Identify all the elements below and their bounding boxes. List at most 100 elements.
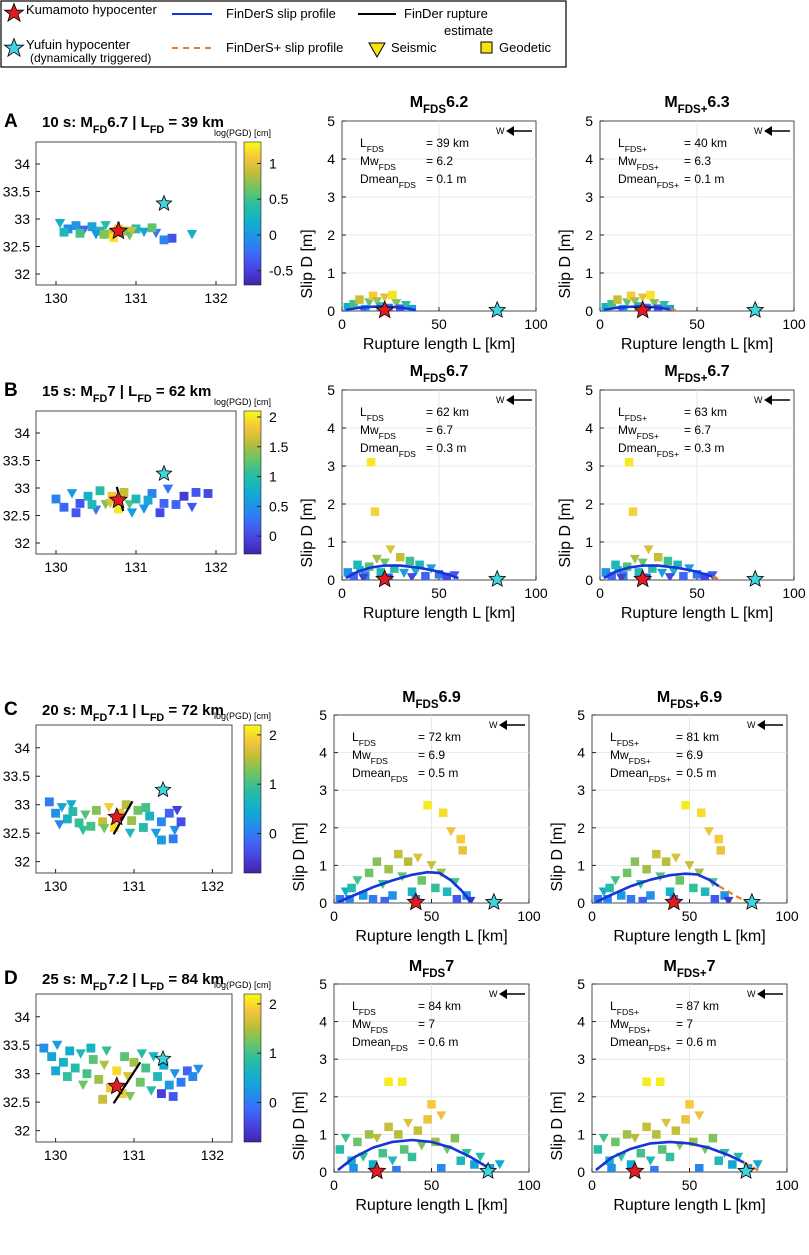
slip-y-tick-label: 1 xyxy=(319,857,327,873)
slip-y-tick-label: 4 xyxy=(327,420,335,436)
map-station xyxy=(115,808,125,818)
direction-arrowhead-icon xyxy=(764,395,772,405)
slip-point xyxy=(665,304,675,311)
map-station xyxy=(171,500,181,509)
colorbar-tick-label: 2 xyxy=(269,996,277,1012)
info-value: = 6.3 xyxy=(684,154,711,168)
map-station xyxy=(157,817,166,827)
info-label: DmeanFDS xyxy=(360,172,416,190)
slip-point xyxy=(347,883,356,893)
map-x-tick-label: 132 xyxy=(201,1147,225,1163)
slip-plot-finders-plus: MFDS+6.7 0 50 100 0 1 2 3 4 5 Rupture length L [km… xyxy=(557,363,806,622)
slip-y-tick-label: 3 xyxy=(319,1051,327,1067)
colorbar-label: log(PGD) [cm] xyxy=(214,128,271,138)
map-station xyxy=(51,1066,61,1076)
slip-point xyxy=(622,868,632,878)
slip-point xyxy=(646,290,655,300)
slip-y-tick-label: 4 xyxy=(577,1014,585,1030)
slip-x-tick-label: 50 xyxy=(689,585,705,601)
legend-geodetic-label: Geodetic xyxy=(499,40,552,55)
map-station xyxy=(126,508,138,518)
slip-plot-finders: MFDS6.9 0 50 100 0 1 2 3 4 5 Rupture length L [km]… xyxy=(291,689,541,945)
slip-points xyxy=(335,800,476,903)
slip-y-tick-label: 4 xyxy=(319,1014,327,1030)
slip-x-axis-label: Rupture length L [km] xyxy=(355,1197,507,1214)
map-station xyxy=(39,1043,49,1053)
slip-points xyxy=(335,1077,505,1172)
map-station xyxy=(147,223,157,233)
slip-point xyxy=(696,808,706,818)
map-x-tick-label: 132 xyxy=(204,559,228,575)
slip-y-tick-label: 1 xyxy=(327,265,335,281)
map-y-tick-label: 32.5 xyxy=(3,825,30,841)
map-station xyxy=(77,825,89,836)
panel-letter: C xyxy=(4,699,18,720)
map-kumamoto-star-icon xyxy=(107,807,127,826)
map-y-tick-label: 33.5 xyxy=(3,768,30,784)
info-value: = 6.7 xyxy=(684,423,711,437)
slip-point xyxy=(637,293,648,303)
map-station xyxy=(133,805,143,815)
info-label: MwFDS+ xyxy=(618,154,659,172)
finders-slip-curve xyxy=(337,1138,495,1173)
map-station xyxy=(167,233,177,243)
slip-kumamoto-star-icon xyxy=(633,300,653,319)
slip-kumamoto-star-icon xyxy=(664,892,684,911)
slip-point xyxy=(708,1133,718,1143)
map-y-tick-label: 32.5 xyxy=(3,239,30,255)
map-station xyxy=(186,502,198,513)
slip-point xyxy=(695,1163,704,1172)
slip-point xyxy=(611,560,620,570)
slip-point xyxy=(661,857,671,866)
map-station xyxy=(138,227,150,238)
slip-point xyxy=(638,896,647,903)
slip-point xyxy=(343,568,353,577)
map-station xyxy=(87,222,97,232)
slip-point xyxy=(412,853,423,863)
finders-slip-curve xyxy=(603,564,717,580)
slip-point xyxy=(399,1145,409,1154)
info-value: = 0.5 m xyxy=(418,766,458,780)
map-station xyxy=(155,508,165,518)
map-station xyxy=(164,808,174,818)
slip-point xyxy=(364,562,374,571)
map-station xyxy=(65,1046,75,1056)
slip-point xyxy=(694,868,705,878)
map-yufuin-star-icon xyxy=(154,1049,172,1067)
slip-point xyxy=(664,573,675,580)
map-station xyxy=(119,487,129,497)
info-value: = 63 km xyxy=(684,405,727,419)
map-station xyxy=(106,1083,115,1093)
map-station xyxy=(47,1052,57,1062)
map-station xyxy=(75,498,85,508)
slip-x-tick-label: 0 xyxy=(338,316,346,332)
slip-y-axis-label: Slip D [m] xyxy=(291,1091,308,1160)
info-value: = 0.1 m xyxy=(684,172,724,186)
slip-point xyxy=(406,573,417,580)
map-station xyxy=(101,1046,112,1056)
slip-kumamoto-star-icon xyxy=(375,569,395,588)
map-x-tick-label: 130 xyxy=(44,1147,68,1163)
slip-point xyxy=(475,1152,486,1162)
map-station xyxy=(179,491,189,501)
slip-point xyxy=(607,1163,616,1172)
slip-point xyxy=(380,896,389,903)
info-label: DmeanFDS+ xyxy=(610,1035,671,1053)
info-value: = 0.6 m xyxy=(418,1035,458,1049)
slip-y-tick-label: 2 xyxy=(585,227,593,243)
map-station xyxy=(62,1072,72,1081)
slip-point xyxy=(407,304,417,311)
slip-point xyxy=(461,1148,472,1158)
map-station xyxy=(103,803,115,813)
slip-point xyxy=(353,1137,362,1147)
finders-slip-curve xyxy=(595,1140,745,1172)
info-label: DmeanFDS xyxy=(360,441,416,459)
slip-x-tick-label: 100 xyxy=(517,1177,541,1193)
slip-point xyxy=(401,301,412,311)
slip-point xyxy=(648,564,657,573)
slip-point xyxy=(413,1126,423,1135)
colorbar xyxy=(243,141,262,286)
slip-y-axis-label: Slip D [m] xyxy=(291,822,308,891)
map-y-tick-label: 34 xyxy=(14,156,30,172)
slip-point xyxy=(720,891,729,900)
